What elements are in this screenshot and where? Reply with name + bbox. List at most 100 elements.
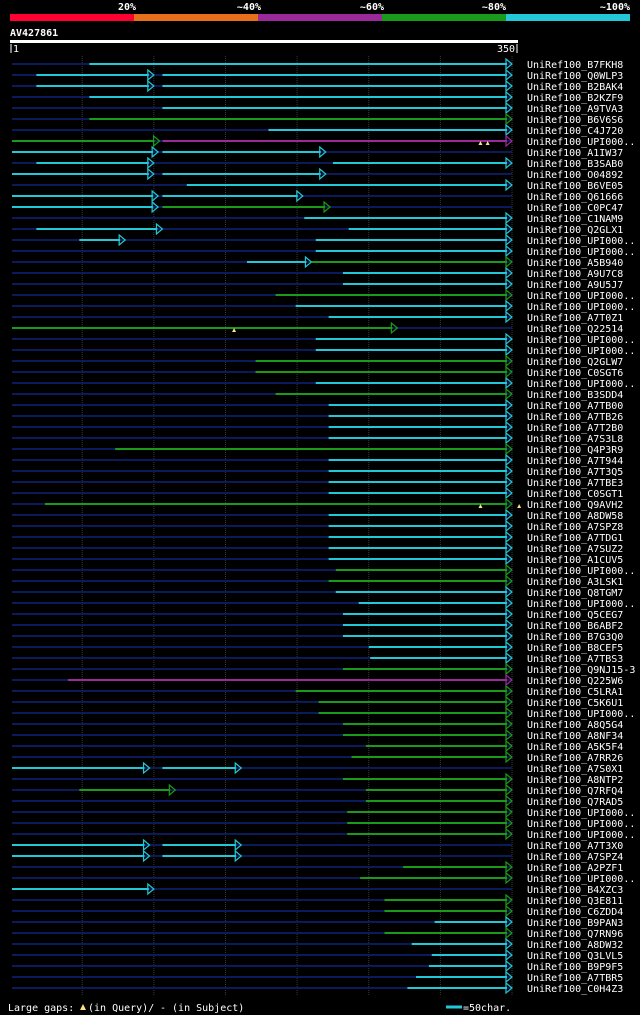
hit-row[interactable]: UniRef100_Q7RFQ4	[12, 783, 623, 797]
hit-row[interactable]: UniRef100_A7S3L8	[12, 431, 623, 445]
hit-label[interactable]: UniRef100_UPI000..	[527, 819, 635, 830]
hit-label[interactable]: UniRef100_B6VE05	[527, 181, 623, 192]
hit-row[interactable]: UniRef100_B6VE05	[12, 178, 623, 192]
hit-label[interactable]: UniRef100_Q61666	[527, 192, 623, 203]
hit-label[interactable]: UniRef100_A7T3X0	[527, 841, 623, 852]
hit-label[interactable]: UniRef100_UPI000..	[527, 137, 635, 148]
hit-label[interactable]: UniRef100_C5LRA1	[527, 687, 623, 698]
hit-label[interactable]: UniRef100_A7RR26	[527, 753, 623, 764]
hit-label[interactable]: UniRef100_Q2GLW7	[527, 357, 623, 368]
hit-row[interactable]: UniRef100_B3SAB0	[12, 156, 623, 170]
hit-row[interactable]: UniRef100_A7SPZ8	[12, 519, 623, 533]
hit-label[interactable]: UniRef100_C6ZDD4	[527, 907, 623, 918]
hit-label[interactable]: UniRef100_B3SDD4	[527, 390, 623, 401]
hit-row[interactable]: UniRef100_UPI000..	[12, 563, 635, 577]
hit-row[interactable]: UniRef100_B9PAN3	[12, 915, 623, 929]
hit-label[interactable]: UniRef100_A9TVA3	[527, 104, 623, 115]
hit-row[interactable]: UniRef100_Q2GLX1	[12, 222, 623, 236]
hit-row[interactable]: UniRef100_A1CUV5	[12, 552, 623, 566]
hit-row[interactable]: UniRef100_A8DW58	[12, 508, 623, 522]
hit-row[interactable]: UniRef100_Q3LVL5	[12, 948, 623, 962]
hit-row[interactable]: UniRef100_Q4P3R9	[12, 442, 623, 456]
hit-label[interactable]: UniRef100_B7G3Q0	[527, 632, 623, 643]
hit-row[interactable]: UniRef100_UPI000..	[12, 288, 635, 302]
hit-row[interactable]: UniRef100_C0PC47	[12, 200, 623, 214]
hit-row[interactable]: UniRef100_A7S0X1	[12, 761, 623, 775]
hit-row[interactable]: UniRef100_A7T944	[12, 453, 623, 467]
hit-label[interactable]: UniRef100_UPI000..	[527, 566, 635, 577]
hit-row[interactable]: UniRef100_A7TBS3	[12, 651, 623, 665]
hit-row[interactable]: UniRef100_Q8TGM7	[12, 585, 623, 599]
hit-row[interactable]: UniRef100_UPI000..	[12, 596, 635, 610]
hit-label[interactable]: UniRef100_Q9NJ15-3	[527, 665, 635, 676]
hit-row[interactable]: UniRef100_B2KZF9	[12, 90, 623, 104]
hit-label[interactable]: UniRef100_B3SAB0	[527, 159, 623, 170]
hit-label[interactable]: UniRef100_C0H4Z3	[527, 984, 623, 995]
hit-row[interactable]: UniRef100_A1IW37	[12, 145, 623, 159]
hit-row[interactable]: UniRef100_Q61666	[12, 189, 623, 203]
hit-label[interactable]: UniRef100_A7TBS3	[527, 654, 623, 665]
hit-row[interactable]: UniRef100_A2PZF1	[12, 860, 623, 874]
hit-row[interactable]: UniRef100_Q3E811	[12, 893, 623, 907]
hit-row[interactable]: UniRef100_A5K5F4	[12, 739, 623, 753]
hit-row[interactable]: UniRef100_UPI000..	[12, 134, 635, 148]
hit-label[interactable]: UniRef100_A7T0Z1	[527, 313, 623, 324]
hit-label[interactable]: UniRef100_A7TB00	[527, 401, 623, 412]
hit-label[interactable]: UniRef100_Q8TGM7	[527, 588, 623, 599]
hit-label[interactable]: UniRef100_UPI000..	[527, 291, 635, 302]
hit-label[interactable]: UniRef100_A8NF34	[527, 731, 623, 742]
hit-row[interactable]: UniRef100_UPI000..	[12, 244, 635, 258]
hit-row[interactable]: UniRef100_A8NF34	[12, 728, 623, 742]
hit-label[interactable]: UniRef100_UPI000..	[527, 346, 635, 357]
hit-row[interactable]: UniRef100_Q7RAD5	[12, 794, 623, 808]
hit-row[interactable]: UniRef100_A7RR26	[12, 750, 623, 764]
hit-row[interactable]: UniRef100_UPI000..	[12, 299, 635, 313]
hit-label[interactable]: UniRef100_Q2GLX1	[527, 225, 623, 236]
hit-row[interactable]: UniRef100_UPI000..	[12, 376, 635, 390]
hit-row[interactable]: UniRef100_UPI000..	[12, 706, 635, 720]
hit-row[interactable]: UniRef100_Q0WLP3	[12, 68, 623, 82]
hit-label[interactable]: UniRef100_Q5CEG7	[527, 610, 623, 621]
hit-label[interactable]: UniRef100_B9P9F5	[527, 962, 623, 973]
hit-label[interactable]: UniRef100_A1IW37	[527, 148, 623, 159]
hit-row[interactable]: UniRef100_A9TVA3	[12, 101, 623, 115]
hit-label[interactable]: UniRef100_UPI000..	[527, 302, 635, 313]
hit-label[interactable]: UniRef100_A5K5F4	[527, 742, 623, 753]
hit-label[interactable]: UniRef100_UPI000..	[527, 599, 635, 610]
hit-row[interactable]: UniRef100_A3LSK1	[12, 574, 623, 588]
hit-label[interactable]: UniRef100_B6V6S6	[527, 115, 623, 126]
hit-label[interactable]: UniRef100_A7T2B0	[527, 423, 623, 434]
hit-label[interactable]: UniRef100_O04892	[527, 170, 623, 181]
hit-label[interactable]: UniRef100_A7TB26	[527, 412, 623, 423]
hit-label[interactable]: UniRef100_A8Q5G4	[527, 720, 623, 731]
hit-row[interactable]: UniRef100_Q5CEG7	[12, 607, 623, 621]
hit-label[interactable]: UniRef100_UPI000..	[527, 379, 635, 390]
hit-label[interactable]: UniRef100_A7SUZ2	[527, 544, 623, 555]
hit-label[interactable]: UniRef100_Q225W6	[527, 676, 623, 687]
hit-label[interactable]: UniRef100_B2KZF9	[527, 93, 623, 104]
hit-row[interactable]: UniRef100_A9U7C8	[12, 266, 623, 280]
hit-label[interactable]: UniRef100_B4XZC3	[527, 885, 623, 896]
hit-row[interactable]: UniRef100_B7G3Q0	[12, 629, 623, 643]
hit-label[interactable]: UniRef100_C0SGT6	[527, 368, 623, 379]
hit-label[interactable]: UniRef100_B8CEF5	[527, 643, 623, 654]
hit-row[interactable]: UniRef100_A8Q5G4	[12, 717, 623, 731]
hit-label[interactable]: UniRef100_A9U7C8	[527, 269, 623, 280]
hit-row[interactable]: UniRef100_B3SDD4	[12, 387, 623, 401]
hit-row[interactable]: UniRef100_Q2GLW7	[12, 354, 623, 368]
hit-label[interactable]: UniRef100_Q7RAD5	[527, 797, 623, 808]
hit-label[interactable]: UniRef100_UPI000..	[527, 236, 635, 247]
hit-label[interactable]: UniRef100_C0SGT1	[527, 489, 623, 500]
hit-label[interactable]: UniRef100_A7TBR5	[527, 973, 623, 984]
hit-label[interactable]: UniRef100_Q9AVH2	[527, 500, 623, 511]
hit-row[interactable]: UniRef100_UPI000..	[12, 332, 635, 346]
hit-row[interactable]: UniRef100_A7TBR5	[12, 970, 623, 984]
hit-row[interactable]: UniRef100_B6V6S6	[12, 112, 623, 126]
hit-label[interactable]: UniRef100_A7T3Q5	[527, 467, 623, 478]
hit-row[interactable]: UniRef100_B2BAK4	[12, 79, 623, 93]
hit-row[interactable]: UniRef100_C4J720	[12, 123, 623, 137]
hit-label[interactable]: UniRef100_UPI000..	[527, 709, 635, 720]
hit-label[interactable]: UniRef100_Q0WLP3	[527, 71, 623, 82]
hit-label[interactable]: UniRef100_Q22514	[527, 324, 623, 335]
hit-label[interactable]: UniRef100_UPI000..	[527, 874, 635, 885]
